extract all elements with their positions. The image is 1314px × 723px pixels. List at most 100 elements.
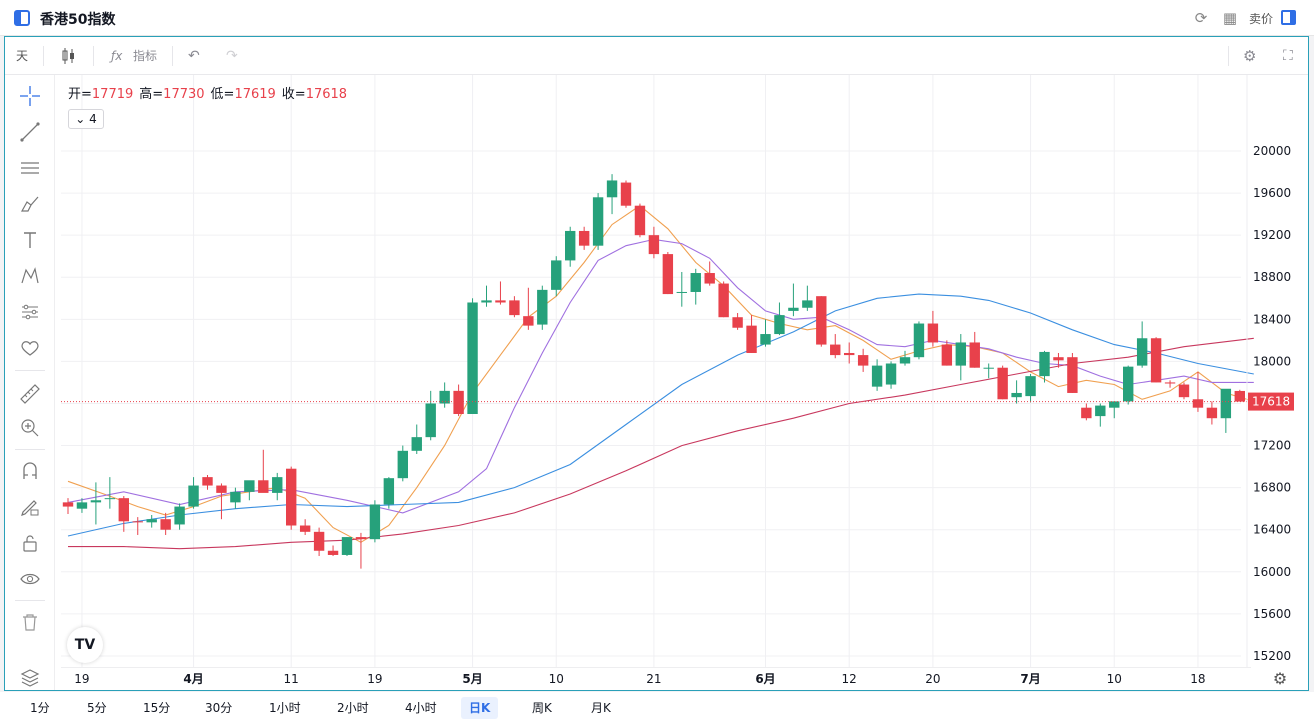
interval-select[interactable]: 天 <box>16 49 29 63</box>
time-tick-label: 7月 <box>1020 672 1040 686</box>
candle <box>76 498 88 513</box>
ruler-icon[interactable] <box>19 383 41 405</box>
candle <box>1025 374 1036 403</box>
candle <box>871 359 883 391</box>
timeframe-button[interactable]: 1分 <box>30 701 50 715</box>
timeframe-button[interactable]: 日K <box>461 697 499 719</box>
candle <box>397 445 408 482</box>
lock-icon[interactable] <box>19 532 41 554</box>
indicators-button[interactable]: 指标 <box>133 49 158 63</box>
text-icon[interactable] <box>19 229 41 251</box>
sell-price-toggle[interactable]: 卖价 <box>1249 12 1274 26</box>
timeframe-button[interactable]: 4小时 <box>405 701 437 715</box>
price-tick-label: 19200 <box>1253 228 1291 242</box>
candle <box>174 503 185 530</box>
candle-body <box>830 344 841 356</box>
layers-icon[interactable] <box>19 667 41 689</box>
candle-body <box>202 477 213 486</box>
candle <box>788 283 799 317</box>
candle <box>955 334 966 381</box>
eye-icon[interactable] <box>19 568 41 590</box>
settings-icon[interactable]: ⚙ <box>1243 47 1257 65</box>
timeframe-button[interactable]: 15分 <box>143 701 171 715</box>
candle-body <box>1206 407 1218 419</box>
candle-type-button[interactable] <box>61 47 77 65</box>
candle <box>913 321 925 360</box>
candle-type-icon <box>62 48 74 64</box>
timeframe-button[interactable]: 2小时 <box>337 701 369 715</box>
candle <box>244 480 255 501</box>
candle-body <box>313 531 325 551</box>
lock-draw-icon[interactable] <box>19 496 41 518</box>
timeframe-button[interactable]: 月K <box>591 701 611 715</box>
candle-body <box>788 307 799 311</box>
time-tick-label: 10 <box>549 672 564 686</box>
time-tick-label: 18 <box>1190 672 1205 686</box>
candle-body <box>997 367 1008 400</box>
fullscreen-icon[interactable]: ⛶ <box>1283 48 1293 64</box>
undo-icon[interactable]: ↶ <box>188 48 200 64</box>
candle <box>132 517 143 535</box>
fx-icon[interactable]: ƒx <box>111 49 123 63</box>
panel-toggle-icon[interactable] <box>1281 10 1296 25</box>
price-tick-label: 18000 <box>1253 354 1291 368</box>
window-title: 香港50指数 <box>40 12 116 28</box>
price-tick-label: 16400 <box>1253 523 1291 537</box>
parallel-lines-icon[interactable] <box>19 157 41 179</box>
candle-body <box>927 323 939 343</box>
candle-body <box>355 537 367 540</box>
tradingview-logo[interactable]: TV <box>67 627 103 663</box>
grid-icon[interactable]: ▦ <box>1222 9 1238 27</box>
candle-body <box>1136 338 1148 366</box>
price-tick-label: 19600 <box>1253 186 1291 200</box>
magnet-icon[interactable] <box>19 460 41 482</box>
price-chart[interactable]: 2000019600192001880018400180001760017200… <box>61 75 1307 667</box>
heart-icon[interactable] <box>19 337 41 359</box>
timeframe-button[interactable]: 30分 <box>205 701 233 715</box>
trash-icon[interactable] <box>19 611 41 633</box>
timeframe-button[interactable]: 5分 <box>87 701 107 715</box>
time-tick-label: 21 <box>646 672 661 686</box>
close-value: 17618 <box>305 87 348 102</box>
candle <box>1095 403 1106 427</box>
candle <box>272 472 283 501</box>
candle <box>774 302 785 336</box>
trend-line-icon[interactable] <box>19 121 41 143</box>
last-price-tag <box>1248 392 1294 411</box>
candle <box>537 285 548 330</box>
redo-icon[interactable]: ↷ <box>226 48 238 64</box>
open-value: 17719 <box>91 87 134 102</box>
time-tick-label: 12 <box>842 672 857 686</box>
brush-icon[interactable] <box>19 193 41 215</box>
timeframe-button[interactable]: 周K <box>532 701 552 715</box>
time-tick-label: 4月 <box>183 672 203 686</box>
timeframe-bar: 1分 5分 15分 30分 1小时 2小时 4小时 日K 周K 月K <box>0 692 1314 723</box>
candle <box>746 315 757 353</box>
candle-body <box>174 506 185 525</box>
candle <box>90 482 102 525</box>
candle-body <box>578 230 590 246</box>
pattern-icon[interactable] <box>19 265 41 287</box>
candle <box>1150 337 1162 383</box>
chart-frame: 天 ƒx 指标 ↶ ↷ ⚙ ⛶ <box>4 36 1309 691</box>
candle <box>1011 380 1022 404</box>
candle-body <box>76 502 88 509</box>
candle <box>578 226 590 250</box>
refresh-icon[interactable]: ⟳ <box>1194 9 1208 27</box>
indicator-collapse-button[interactable]: ⌄ 4 <box>68 109 104 129</box>
zoom-in-icon[interactable] <box>19 417 41 439</box>
candle-body <box>718 283 729 318</box>
candle <box>1109 401 1120 419</box>
forecast-icon[interactable] <box>19 301 41 323</box>
candle-body <box>1123 366 1134 402</box>
candle-body <box>397 450 408 479</box>
candle <box>802 285 813 311</box>
candle-body <box>537 289 548 325</box>
candle-body <box>439 390 450 404</box>
axis-settings-icon[interactable]: ⚙ <box>1272 669 1288 688</box>
candle-body <box>620 182 632 206</box>
candle <box>816 296 827 347</box>
crosshair-icon[interactable] <box>19 85 41 107</box>
timeframe-button[interactable]: 1小时 <box>269 701 301 715</box>
time-tick-label: 11 <box>284 672 299 686</box>
